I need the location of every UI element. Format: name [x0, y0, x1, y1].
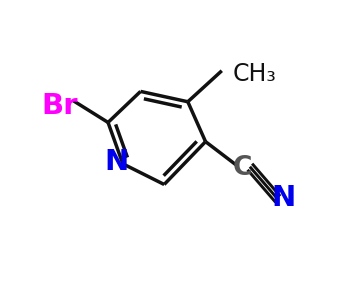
Text: N: N: [105, 148, 129, 176]
Text: Br: Br: [41, 92, 77, 120]
Text: C: C: [233, 155, 252, 181]
Text: CH₃: CH₃: [232, 62, 276, 86]
Text: N: N: [272, 184, 296, 212]
